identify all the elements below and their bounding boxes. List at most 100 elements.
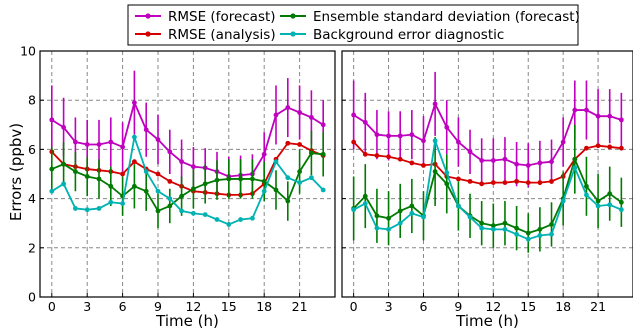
data-point xyxy=(362,193,368,199)
axes-frame xyxy=(341,50,633,298)
data-point xyxy=(595,113,601,119)
data-point xyxy=(191,210,196,216)
data-point xyxy=(549,178,554,184)
x-tick-label: 15 xyxy=(221,299,237,314)
series-line xyxy=(51,99,324,178)
data-point xyxy=(362,151,368,157)
data-point xyxy=(108,199,114,205)
data-point xyxy=(285,175,291,181)
legend-marker xyxy=(145,13,151,19)
data-point xyxy=(202,212,208,217)
data-point xyxy=(456,139,461,145)
data-point xyxy=(73,139,78,145)
data-point xyxy=(595,203,601,209)
data-point xyxy=(49,117,55,123)
data-point xyxy=(320,187,326,193)
data-point xyxy=(285,198,291,204)
x-tick-label: 15 xyxy=(520,299,536,314)
x-axis-label: Time (h) xyxy=(155,312,219,330)
data-point xyxy=(226,176,232,182)
data-point xyxy=(167,149,173,155)
data-point xyxy=(537,160,543,166)
data-point xyxy=(490,226,496,232)
data-point xyxy=(155,208,161,214)
data-point xyxy=(261,178,267,184)
series-line xyxy=(352,156,622,234)
data-point xyxy=(96,142,102,147)
data-point xyxy=(309,150,314,156)
data-point xyxy=(584,145,589,151)
series-line xyxy=(353,101,622,167)
legend-marker xyxy=(290,31,296,37)
series-line xyxy=(352,141,622,185)
data-point xyxy=(479,225,485,231)
legend-label: Background error diagnostic xyxy=(313,27,504,43)
x-tick-label: 0 xyxy=(350,299,358,314)
legend-entry: Ensemble standard deviation (forecast) xyxy=(280,9,580,25)
data-point xyxy=(525,230,531,236)
legend-label: RMSE (analysis) xyxy=(168,27,276,43)
data-point xyxy=(607,191,613,197)
data-point xyxy=(549,159,554,165)
data-point xyxy=(108,183,114,189)
data-point xyxy=(238,176,244,182)
data-point xyxy=(595,198,601,204)
data-point xyxy=(362,119,368,125)
data-point xyxy=(120,144,125,150)
data-point xyxy=(96,206,102,211)
data-point xyxy=(202,181,208,187)
data-point xyxy=(397,220,403,226)
data-point xyxy=(397,133,403,139)
data-point xyxy=(607,113,613,119)
data-point xyxy=(73,206,78,211)
data-point xyxy=(273,112,279,118)
data-point xyxy=(560,139,566,145)
series-line xyxy=(51,152,324,213)
x-tick-label: 6 xyxy=(119,299,127,314)
series xyxy=(351,71,624,188)
data-point xyxy=(537,180,543,186)
data-point xyxy=(132,100,137,106)
data-point xyxy=(84,207,90,213)
data-point xyxy=(572,107,578,113)
y-tick-label: 4 xyxy=(28,191,36,206)
data-point xyxy=(607,144,613,150)
data-point xyxy=(409,210,415,216)
data-point xyxy=(143,169,149,174)
chart-panel-1: 0 3 6 9 12 15 18 21 0 2 4 6 8 10 Time (h) xyxy=(20,44,336,330)
data-point xyxy=(584,107,589,113)
y-tick-label: 2 xyxy=(28,240,36,255)
data-point xyxy=(467,214,473,220)
data-point xyxy=(155,188,161,194)
legend-box xyxy=(127,4,579,46)
data-point xyxy=(421,138,426,144)
y-tick-label: 10 xyxy=(20,44,36,59)
data-point xyxy=(409,132,415,138)
data-point xyxy=(618,117,624,123)
data-point xyxy=(397,156,403,162)
data-point xyxy=(351,207,357,213)
data-point xyxy=(351,112,357,118)
data-point xyxy=(49,166,55,172)
data-point xyxy=(537,226,543,232)
data-point xyxy=(374,225,380,231)
data-point xyxy=(514,178,519,184)
data-point xyxy=(120,171,125,177)
x-tick-label: 3 xyxy=(385,299,393,314)
data-point xyxy=(179,208,185,214)
data-point xyxy=(297,169,302,174)
x-tick-label: 6 xyxy=(420,299,428,314)
data-point xyxy=(514,231,519,237)
data-point xyxy=(374,153,380,158)
y-tick-label: 8 xyxy=(28,93,36,108)
data-point xyxy=(132,159,137,165)
data-point xyxy=(61,181,66,187)
data-point xyxy=(444,124,450,130)
data-point xyxy=(84,142,90,147)
x-axis-label: Time (h) xyxy=(455,312,519,330)
data-point xyxy=(285,105,291,110)
series xyxy=(351,139,624,187)
data-point xyxy=(502,220,508,226)
data-point xyxy=(250,215,255,221)
